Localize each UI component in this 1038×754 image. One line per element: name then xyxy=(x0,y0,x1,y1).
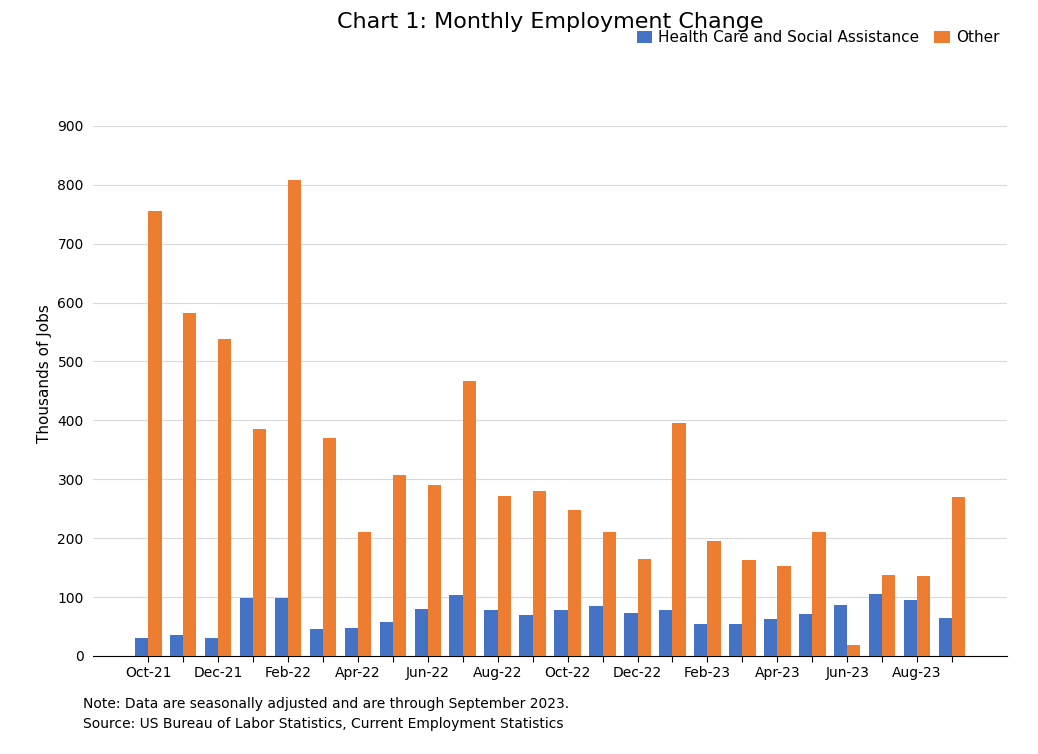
Bar xyxy=(799,614,813,656)
Bar xyxy=(218,339,231,656)
Y-axis label: Thousands of Jobs: Thousands of Jobs xyxy=(36,304,52,443)
Bar xyxy=(449,596,463,656)
Text: Note: Data are seasonally adjusted and are through September 2023.
Source: US Bu: Note: Data are seasonally adjusted and a… xyxy=(83,697,569,731)
Bar xyxy=(323,438,336,656)
Bar xyxy=(288,180,301,656)
Bar xyxy=(345,628,358,656)
Bar xyxy=(813,532,825,656)
Bar xyxy=(428,485,441,656)
Bar xyxy=(392,475,406,656)
Bar xyxy=(918,577,930,656)
Bar xyxy=(497,496,511,656)
Bar xyxy=(568,510,581,656)
Bar xyxy=(204,639,218,656)
Bar xyxy=(148,211,162,656)
Title: Chart 1: Monthly Employment Change: Chart 1: Monthly Employment Change xyxy=(337,12,763,32)
Bar xyxy=(414,609,428,656)
Bar xyxy=(637,559,651,656)
Bar xyxy=(170,636,183,656)
Bar xyxy=(624,613,637,656)
Bar xyxy=(590,606,603,656)
Bar xyxy=(673,423,686,656)
Bar xyxy=(463,381,476,656)
Legend: Health Care and Social Assistance, Other: Health Care and Social Assistance, Other xyxy=(636,30,1000,45)
Bar xyxy=(869,594,882,656)
Bar xyxy=(742,560,756,656)
Bar xyxy=(253,429,267,656)
Bar xyxy=(275,598,288,656)
Bar xyxy=(659,610,673,656)
Bar xyxy=(938,618,952,656)
Bar xyxy=(882,575,896,656)
Bar xyxy=(729,624,742,656)
Bar xyxy=(309,630,323,656)
Bar xyxy=(532,491,546,656)
Bar xyxy=(904,600,918,656)
Bar xyxy=(777,566,791,656)
Bar xyxy=(694,624,708,656)
Bar xyxy=(183,313,196,656)
Bar xyxy=(952,497,965,656)
Bar xyxy=(358,532,372,656)
Bar xyxy=(847,645,861,656)
Bar xyxy=(708,541,720,656)
Bar xyxy=(519,615,532,656)
Bar xyxy=(834,605,847,656)
Bar xyxy=(603,532,616,656)
Bar xyxy=(135,639,148,656)
Bar xyxy=(240,598,253,656)
Bar xyxy=(554,610,568,656)
Bar xyxy=(380,622,392,656)
Bar xyxy=(485,610,497,656)
Bar xyxy=(764,619,777,656)
